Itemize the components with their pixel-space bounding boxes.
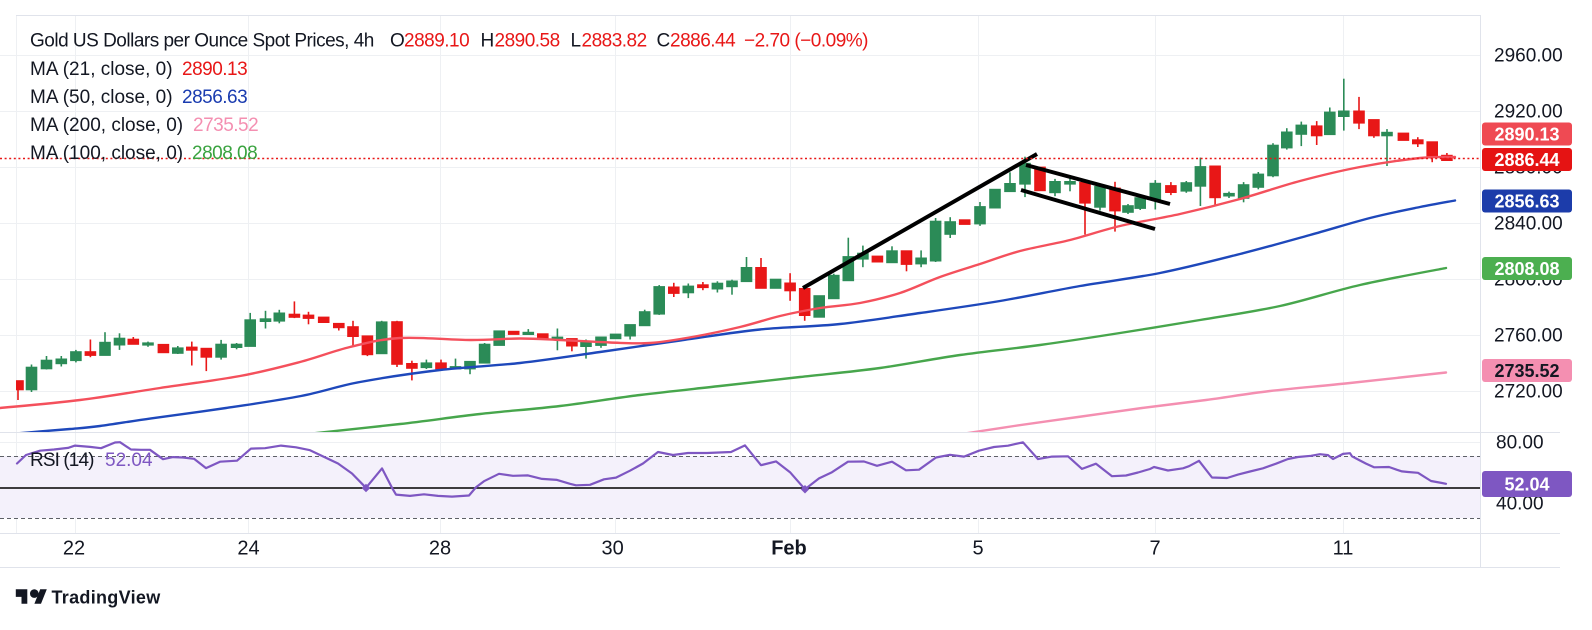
svg-text:2735.52: 2735.52 [193,115,258,136]
svg-text:RSI (14): RSI (14) [30,450,94,471]
svg-text:2890.13: 2890.13 [1494,125,1559,145]
svg-text:7: 7 [1149,538,1160,560]
svg-text:L: L [571,31,581,52]
svg-text:24: 24 [237,538,259,560]
svg-text:2808.08: 2808.08 [1494,259,1559,279]
svg-text:2960.00: 2960.00 [1494,46,1563,67]
svg-text:2840.00: 2840.00 [1494,214,1563,235]
svg-text:Gold US Dollars per Ounce Spot: Gold US Dollars per Ounce Spot Prices, 4… [30,31,374,52]
svg-text:22: 22 [63,538,85,560]
svg-text:2889.10: 2889.10 [404,31,469,52]
svg-text:MA (200, close, 0): MA (200, close, 0) [30,115,183,136]
svg-text:C: C [657,31,670,52]
svg-text:O: O [390,31,404,52]
svg-text:11: 11 [1333,538,1354,560]
svg-text:2886.44: 2886.44 [1494,150,1559,170]
svg-text:2886.44: 2886.44 [670,31,736,52]
svg-text:2760.00: 2760.00 [1494,326,1563,347]
svg-text:2890.13: 2890.13 [182,59,247,80]
svg-text:40.00: 40.00 [1496,494,1544,515]
svg-text:2920.00: 2920.00 [1494,102,1563,123]
svg-text:5: 5 [972,538,983,560]
svg-text:TradingView: TradingView [52,588,162,608]
svg-text:H: H [481,31,494,52]
svg-text:30: 30 [601,538,623,560]
svg-text:80.00: 80.00 [1496,433,1544,454]
svg-text:2890.58: 2890.58 [495,31,560,52]
svg-text:2883.82: 2883.82 [582,31,647,52]
svg-text:2856.63: 2856.63 [182,87,247,108]
svg-text:2720.00: 2720.00 [1494,382,1563,403]
svg-text:−2.70 (−0.09%): −2.70 (−0.09%) [744,31,868,52]
svg-text:28: 28 [429,538,451,560]
svg-text:MA (50, close, 0): MA (50, close, 0) [30,87,173,108]
svg-text:52.04: 52.04 [105,450,153,471]
svg-text:2808.08: 2808.08 [192,143,257,164]
svg-text:Feb: Feb [771,538,807,560]
svg-text:2735.52: 2735.52 [1494,361,1559,381]
svg-text:52.04: 52.04 [1504,475,1549,495]
svg-text:2856.63: 2856.63 [1494,192,1559,212]
svg-text:MA (21, close, 0): MA (21, close, 0) [30,59,173,80]
svg-text:MA (100, close, 0): MA (100, close, 0) [30,143,183,164]
